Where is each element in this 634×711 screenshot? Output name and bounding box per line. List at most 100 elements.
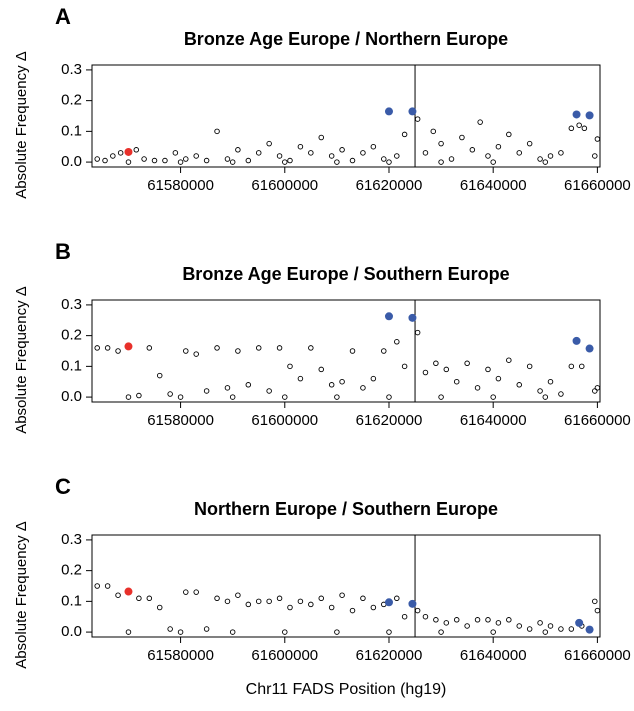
point — [438, 140, 444, 147]
point — [255, 598, 262, 605]
point — [422, 613, 429, 620]
point — [464, 623, 470, 629]
point — [594, 385, 601, 391]
point — [255, 345, 262, 351]
point — [414, 329, 421, 336]
highlight-point — [585, 625, 594, 634]
point — [255, 150, 262, 156]
point — [156, 372, 163, 379]
x-tick-label: 61640000 — [460, 412, 527, 429]
plot-frame — [91, 64, 601, 168]
point — [156, 604, 163, 611]
point — [401, 131, 408, 138]
point — [287, 363, 293, 370]
point — [360, 595, 366, 602]
point — [167, 626, 173, 632]
point — [414, 607, 421, 614]
panel-label: B — [55, 239, 71, 264]
point — [394, 595, 400, 602]
point — [193, 351, 199, 357]
x-tick-label: 61660000 — [564, 177, 631, 194]
point — [349, 607, 356, 614]
point — [318, 366, 325, 373]
point — [203, 388, 210, 394]
point — [516, 382, 522, 388]
highlight-point — [408, 313, 417, 322]
point — [438, 159, 444, 165]
point — [339, 378, 345, 385]
point — [443, 366, 450, 373]
point — [547, 623, 554, 629]
point — [526, 363, 533, 370]
point — [433, 617, 439, 623]
point — [297, 598, 304, 605]
point — [414, 116, 421, 122]
point — [537, 620, 543, 626]
point — [490, 629, 496, 635]
point — [516, 150, 522, 156]
point — [224, 385, 231, 391]
point — [386, 159, 392, 165]
point — [125, 159, 132, 165]
highlight-point — [384, 107, 393, 116]
point — [203, 626, 210, 632]
point — [581, 125, 588, 132]
y-tick-label: 0.3 — [61, 531, 82, 548]
highlight-point — [585, 111, 594, 120]
point — [370, 604, 377, 611]
point — [235, 592, 241, 598]
highlight-point — [572, 110, 581, 119]
point — [214, 595, 220, 602]
point — [177, 159, 184, 165]
point — [349, 157, 356, 164]
point — [401, 363, 408, 370]
point — [401, 613, 408, 620]
y-tick-label: 0.0 — [61, 388, 82, 405]
point — [229, 394, 236, 400]
point — [495, 375, 502, 382]
point — [547, 378, 554, 385]
point — [136, 595, 142, 602]
y-tick-label: 0.1 — [61, 357, 82, 374]
point — [203, 157, 210, 164]
point — [308, 150, 314, 156]
point — [334, 159, 340, 165]
point — [235, 147, 241, 153]
point — [266, 388, 272, 394]
x-tick-label: 61620000 — [356, 647, 423, 664]
point — [146, 345, 153, 351]
y-tick-label: 0.1 — [61, 592, 82, 609]
point — [474, 385, 481, 391]
y-tick-label: 0.0 — [61, 153, 82, 170]
point — [464, 360, 470, 367]
point — [349, 348, 356, 354]
point — [328, 382, 335, 388]
point — [287, 157, 293, 164]
point — [386, 394, 392, 400]
point — [474, 617, 481, 623]
point — [516, 623, 522, 629]
point — [506, 617, 512, 623]
point — [453, 617, 460, 623]
point — [506, 357, 512, 363]
point — [526, 626, 533, 632]
panel-label: A — [55, 4, 71, 29]
point — [490, 159, 496, 165]
y-tick-label: 0.2 — [61, 92, 82, 109]
point — [136, 392, 142, 399]
point — [287, 604, 293, 611]
point — [115, 348, 121, 354]
point — [381, 156, 387, 162]
point — [495, 620, 502, 626]
highlight-point — [384, 312, 393, 321]
x-tick-label: 61580000 — [147, 412, 214, 429]
point — [318, 595, 325, 602]
point — [430, 128, 437, 135]
point — [370, 143, 377, 150]
highlight-point — [585, 344, 594, 353]
point — [490, 394, 496, 400]
point — [94, 583, 100, 589]
point — [282, 159, 288, 165]
point — [151, 157, 158, 164]
